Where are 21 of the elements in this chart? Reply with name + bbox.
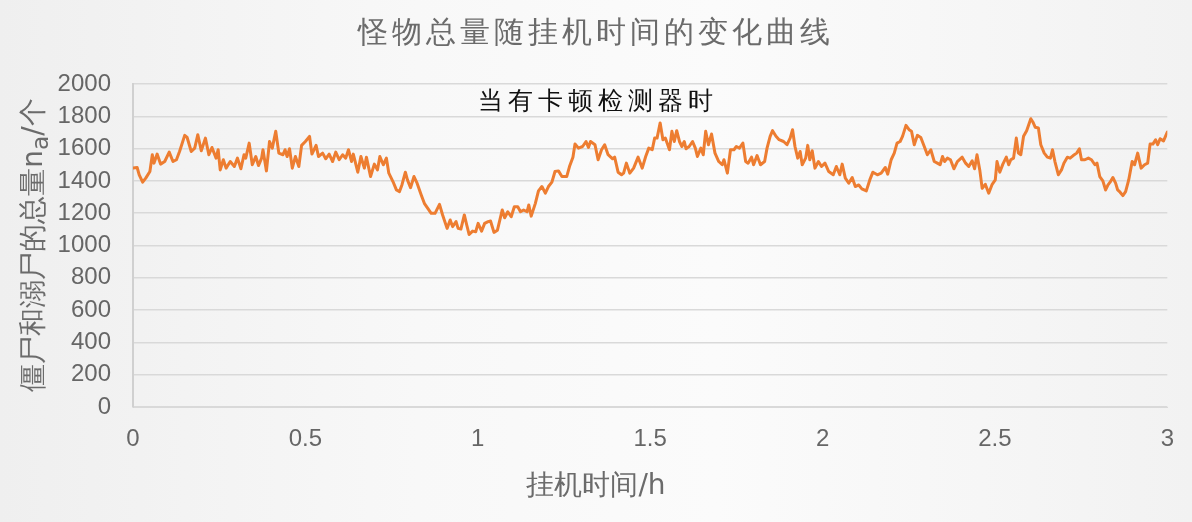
x-axis-title: 挂机时间/h <box>525 467 667 503</box>
x-tick-label: 1 <box>471 424 485 452</box>
y-tick-label: 1400 <box>57 165 111 193</box>
y-tick-label: 1800 <box>57 100 111 128</box>
y-tick-label: 200 <box>70 359 111 387</box>
y-tick-label: 1600 <box>57 133 111 161</box>
y-tick-label: 1000 <box>57 230 111 258</box>
x-tick-label: 0 <box>126 424 140 452</box>
annotation: 当有卡顿检测器时 <box>478 85 719 115</box>
y-tick-label: 2000 <box>57 68 111 96</box>
x-tick-label: 2 <box>815 424 830 452</box>
y-tick-label: 600 <box>70 294 111 322</box>
y-tick-label: 1200 <box>57 197 111 225</box>
x-tick-label: 2.5 <box>978 424 1012 452</box>
chart-title: 怪物总量随挂机时间的变化曲线 <box>356 13 835 51</box>
x-tick-label: 3 <box>1160 424 1175 452</box>
y-tick-label: 0 <box>97 391 111 419</box>
y-tick-label: 400 <box>70 327 111 355</box>
x-tick-label: 0.5 <box>288 424 323 452</box>
y-tick-label: 800 <box>70 262 111 290</box>
x-tick-label: 1.5 <box>633 424 667 452</box>
